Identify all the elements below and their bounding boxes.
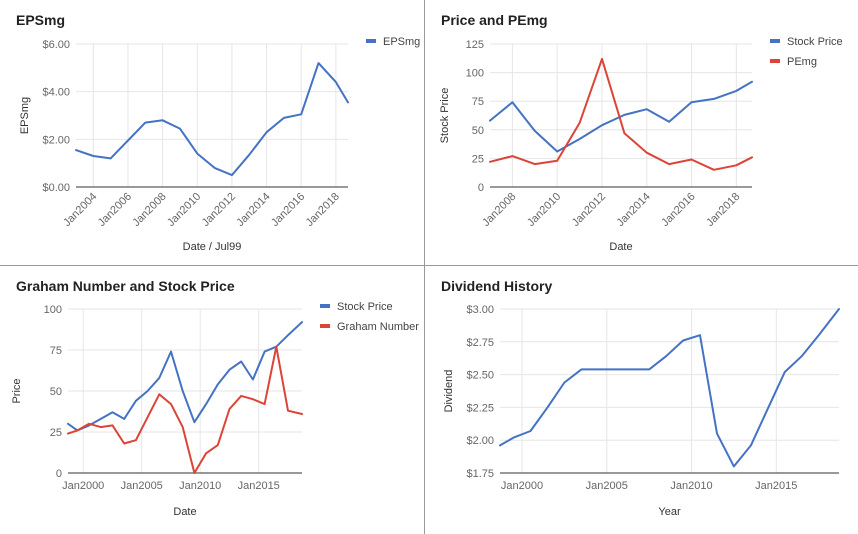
x-tick-label: Jan2016 [269, 191, 307, 229]
legend-label: EPSmg [383, 36, 420, 48]
chart-svg: $0.00 $2.00 $4.00 $6.00 Jan2004Jan2006Jan200… [19, 36, 420, 253]
y-tick-label: 0 [478, 182, 484, 194]
x-tick-label: Jan2005 [586, 480, 628, 492]
y-tick-label: $2.75 [466, 337, 494, 349]
x-axis-title: Date [173, 506, 196, 518]
x-tick-label: Jan2000 [62, 480, 104, 492]
y-tick-label: 50 [472, 125, 484, 137]
y-tick-label: 25 [50, 427, 62, 439]
x-tick-label: Jan2004 [61, 191, 99, 229]
legend-swatch [320, 324, 330, 328]
y-tick-label: $2.25 [466, 402, 494, 414]
chart-panel-dividend: Dividend History $1.75 $2.00 $2.25 $2.50 $2.… [425, 266, 858, 534]
series-line-primary [67, 321, 303, 432]
y-axis-title: Price [11, 378, 23, 403]
y-tick-label: $2.50 [466, 370, 494, 382]
legend-swatch [770, 39, 780, 43]
x-tick-label: Jan2010 [525, 191, 563, 229]
series-line-secondary [67, 345, 303, 474]
x-axis-title: Year [658, 506, 681, 518]
x-tick-label: Jan2006 [96, 191, 134, 229]
x-tick-label: Jan2008 [480, 191, 518, 229]
x-tick-label: Jan2015 [238, 480, 280, 492]
chart-svg: $1.75 $2.00 $2.25 $2.50 $2.75 $3.00 Jan2000 Jan… [443, 304, 840, 518]
y-tick-label: 100 [466, 68, 484, 80]
chart-title: EPSmg [16, 12, 66, 28]
y-tick-label: $2.00 [42, 134, 70, 146]
x-tick-label: Jan2018 [704, 191, 742, 229]
chart-title: Price and PEmg [441, 12, 548, 28]
x-tick-label: Jan2000 [501, 480, 543, 492]
y-tick-label: 25 [472, 153, 484, 165]
chart-title: Graham Number and Stock Price [16, 278, 235, 294]
y-axis-title: Dividend [443, 370, 455, 413]
legend-label: Stock Price [787, 36, 843, 48]
legend-label: Graham Number [337, 321, 419, 333]
y-tick-label: $2.00 [466, 435, 494, 447]
y-tick-label: $6.00 [42, 39, 70, 51]
legend-label: PEmg [787, 56, 817, 68]
x-axis-title: Date / Jul99 [183, 241, 242, 253]
x-tick-label: Jan2008 [130, 191, 168, 229]
y-tick-label: 75 [50, 345, 62, 357]
y-axis-title: EPSmg [19, 97, 31, 134]
y-tick-label: $0.00 [42, 182, 70, 194]
x-tick-label: Jan2010 [670, 480, 712, 492]
legend-swatch [770, 59, 780, 63]
x-tick-label: Jan2010 [179, 480, 221, 492]
x-tick-label: Jan2016 [659, 191, 697, 229]
y-axis-title: Stock Price [439, 88, 451, 144]
y-tick-label: 75 [472, 96, 484, 108]
series-line-secondary [489, 57, 753, 171]
x-tick-label: Jan2015 [755, 480, 797, 492]
chart-title: Dividend History [441, 278, 553, 294]
legend-swatch [366, 39, 376, 43]
x-tick-label: Jan2010 [165, 191, 203, 229]
x-axis-title: Date [609, 241, 632, 253]
series-line-primary [75, 62, 349, 177]
x-tick-label: Jan2005 [121, 480, 163, 492]
x-tick-label: Jan2012 [200, 191, 238, 229]
legend-label: Stock Price [337, 301, 393, 313]
chart-panel-epsmg: EPSmg $0.00 $2.00 $4.00 $6.00 Jan2004 Jan2006… [0, 0, 425, 266]
y-tick-label: $4.00 [42, 87, 70, 99]
y-tick-label: 100 [44, 304, 62, 316]
x-tick-label: Jan2014 [234, 191, 272, 229]
chart-svg: 0 25 50 75 100 Jan2000 Jan2005 Jan2010 Jan2015 Da… [11, 301, 419, 518]
y-tick-label: $3.00 [466, 304, 494, 316]
y-tick-label: 125 [466, 39, 484, 51]
x-tick-label: Jan2018 [304, 191, 342, 229]
x-tick-label: Jan2012 [570, 191, 608, 229]
legend-swatch [320, 304, 330, 308]
chart-panel-graham: Graham Number and Stock Price 0 25 50 75 100… [0, 266, 425, 534]
chart-panel-price-pemg: Price and PEmg 0 25 50 75 100 125 Jan2008 Jan20… [425, 0, 858, 266]
series-line-primary [499, 308, 840, 468]
y-tick-label: 50 [50, 386, 62, 398]
x-tick-label: Jan2014 [615, 191, 653, 229]
y-tick-label: $1.75 [466, 468, 494, 480]
series-line-primary [489, 80, 753, 153]
y-tick-label: 0 [56, 468, 62, 480]
